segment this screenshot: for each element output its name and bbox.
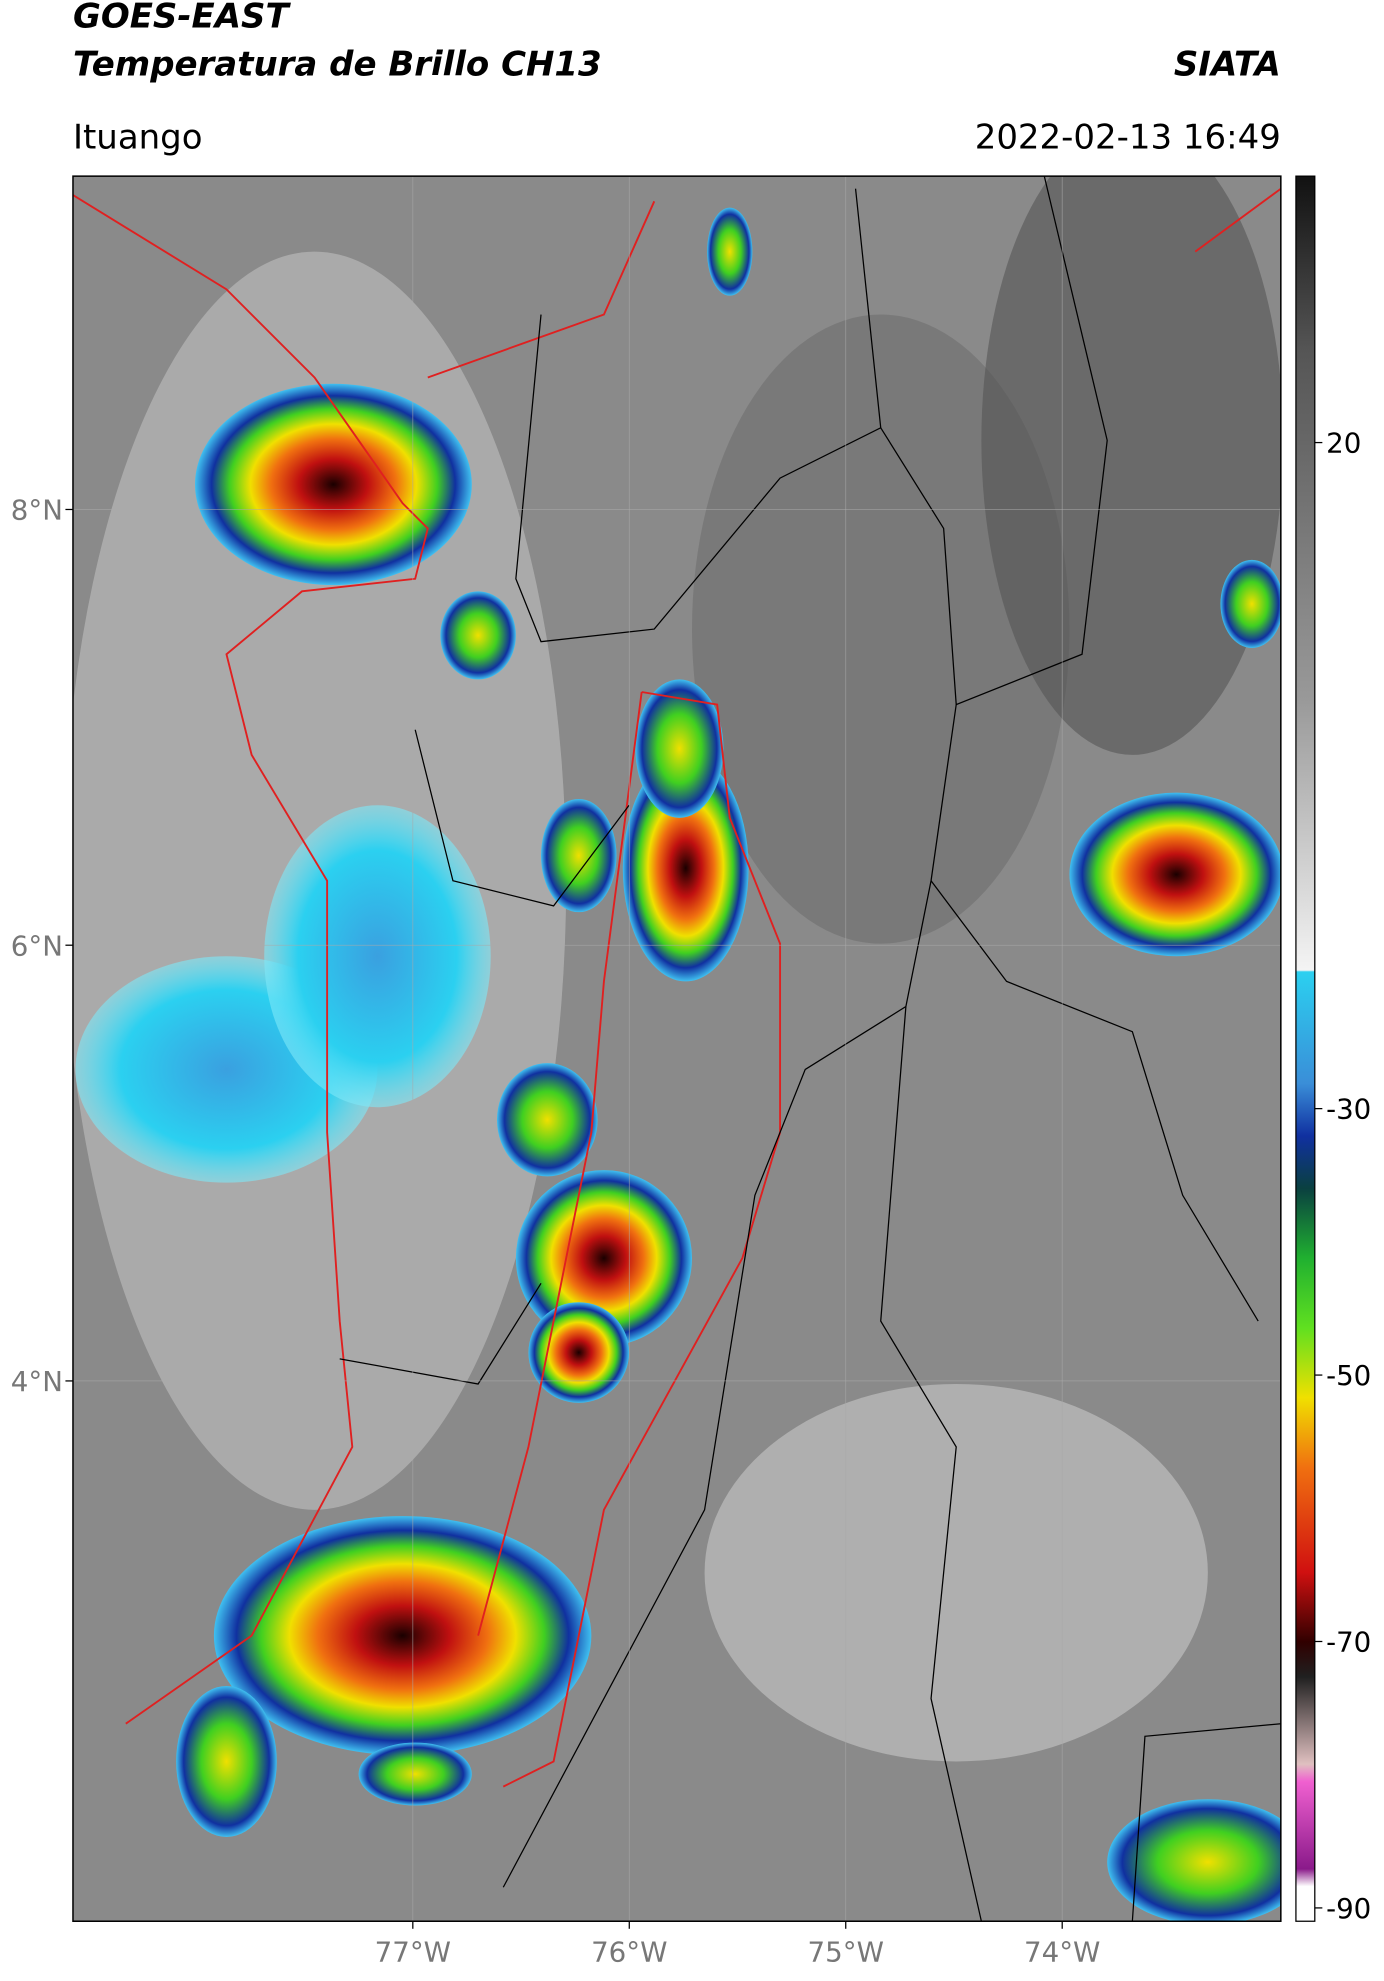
- x-tick-label: 77°W: [375, 1935, 451, 1968]
- colorbar: [1295, 175, 1316, 1922]
- y-tick-label: 6°N: [11, 929, 63, 962]
- timestamp: 2022-02-13 16:49: [975, 117, 1281, 157]
- colorbar-tick-label: -50: [1326, 1359, 1371, 1392]
- x-tick-label: 76°W: [591, 1935, 667, 1968]
- satellite-image: [72, 176, 1281, 1922]
- colorbar-tick-label: -70: [1326, 1626, 1371, 1659]
- y-tick-label: 4°N: [11, 1365, 63, 1398]
- x-tick-label: 74°W: [1024, 1935, 1100, 1968]
- colorbar-tick-label: 20: [1326, 427, 1361, 460]
- x-tick-label: 75°W: [808, 1935, 884, 1968]
- agency: SIATA: [1174, 44, 1281, 84]
- colorbar-tick-label: -90: [1326, 1892, 1371, 1925]
- y-tick-label: 8°N: [11, 494, 63, 527]
- colorbar-tick-label: -30: [1326, 1093, 1371, 1126]
- map-frame: [72, 175, 1282, 1922]
- location: Ituango: [73, 117, 203, 157]
- subtitle: Temperatura de Brillo CH13: [73, 44, 602, 84]
- title: GOES-EAST: [73, 0, 291, 37]
